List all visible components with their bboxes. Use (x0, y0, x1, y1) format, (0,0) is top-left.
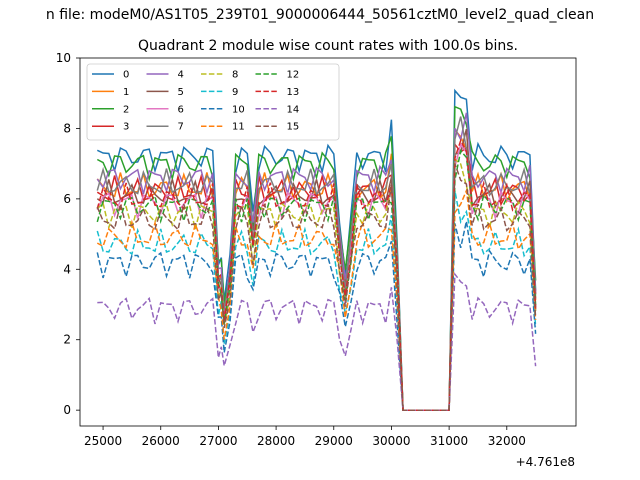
series-line-0 (96, 88, 537, 411)
legend-label-2: 2 (123, 104, 129, 115)
y-tick-label: 2 (63, 333, 71, 347)
series-line-9 (96, 190, 537, 411)
legend-frame (86, 63, 340, 141)
legend-label-13: 13 (287, 87, 300, 98)
figure-suptitle: n file: modeM0/AS1T05_239T01_9000006444_… (46, 7, 594, 23)
legend-label-11: 11 (232, 122, 245, 133)
legend-label-4: 4 (178, 70, 184, 81)
x-tick-label: 31000 (430, 434, 468, 448)
legend-label-5: 5 (178, 87, 184, 98)
legend-label-15: 15 (287, 122, 300, 133)
axes-frame (79, 57, 577, 427)
axes-layer: 25000 26000 27000 28000 29000 30000 31000 32000… (56, 51, 577, 448)
series-line-11 (96, 187, 537, 411)
x-tick-label: 25000 (84, 434, 122, 448)
legend-label-1: 1 (123, 87, 129, 98)
series-line-6 (96, 142, 537, 411)
legend-label-12: 12 (287, 70, 300, 81)
x-offset-label: +4.761e8 (516, 455, 575, 469)
legend-label-9: 9 (232, 87, 238, 98)
series-layer (96, 88, 537, 411)
legend-label-0: 0 (123, 70, 129, 81)
legend-label-7: 7 (178, 122, 184, 133)
legend-label-3: 3 (123, 122, 129, 133)
x-tick-label: 30000 (372, 434, 410, 448)
series-line-8 (96, 157, 537, 411)
y-tick-label: 6 (63, 192, 71, 206)
y-tick-label: 10 (56, 51, 71, 65)
chart-title: Quadrant 2 module wise count rates with … (138, 38, 518, 54)
x-tick-label: 26000 (142, 434, 180, 448)
x-tick-label: 28000 (257, 434, 295, 448)
y-tick-label: 8 (63, 121, 71, 135)
series-line-12 (96, 149, 537, 411)
legend-label-6: 6 (178, 104, 184, 115)
x-tick-label: 29000 (315, 434, 353, 448)
legend-label-14: 14 (287, 104, 300, 115)
series-line-10 (96, 221, 537, 411)
series-line-15 (96, 163, 537, 411)
series-line-5 (96, 129, 537, 411)
x-tick-label: 27000 (199, 434, 237, 448)
y-tick-label: 4 (63, 262, 71, 276)
y-tick-label: 0 (63, 403, 71, 417)
legend-label-8: 8 (232, 70, 238, 81)
legend-label-10: 10 (232, 104, 245, 115)
series-line-7 (96, 116, 537, 411)
series-line-14 (97, 272, 537, 411)
x-tick-label: 32000 (488, 434, 526, 448)
